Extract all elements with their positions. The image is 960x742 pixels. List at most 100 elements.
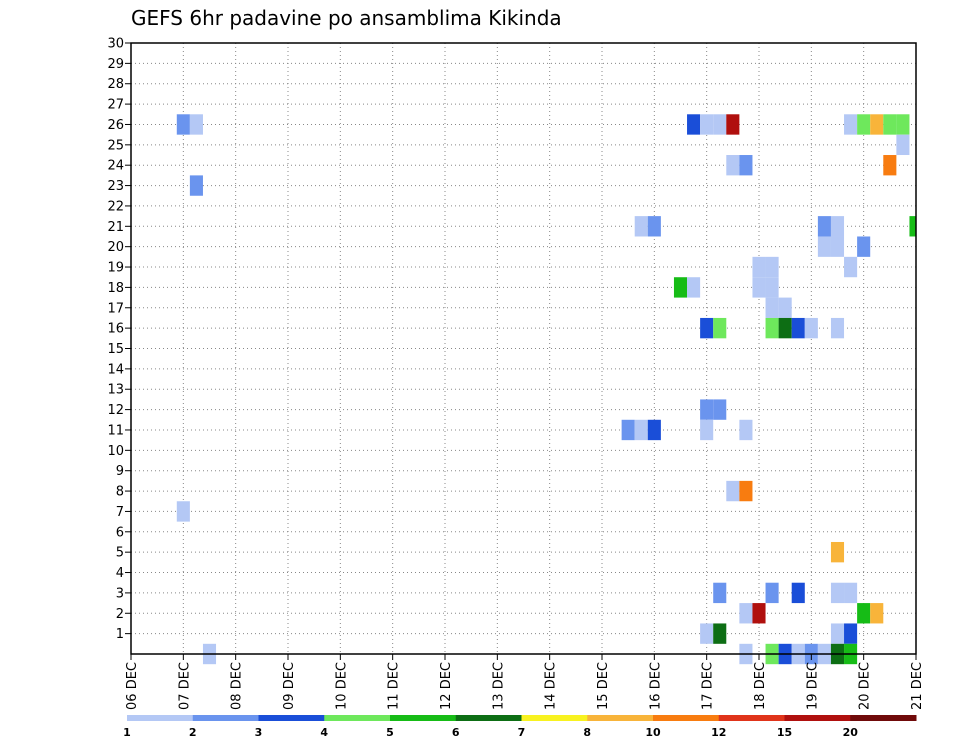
data-cell bbox=[739, 480, 753, 502]
legend-swatch bbox=[521, 715, 588, 721]
data-cell bbox=[896, 134, 910, 156]
data-cell bbox=[909, 216, 916, 237]
legend-swatch bbox=[324, 715, 391, 721]
data-cell bbox=[817, 216, 831, 237]
y-tick-label: 30 bbox=[107, 37, 124, 52]
y-tick-label: 5 bbox=[116, 546, 124, 561]
legend-swatch bbox=[192, 715, 259, 721]
legend-swatch bbox=[784, 715, 851, 721]
data-cell bbox=[634, 216, 648, 237]
data-cell bbox=[726, 114, 740, 135]
y-tick-label: 25 bbox=[107, 138, 124, 153]
data-cell bbox=[844, 623, 858, 644]
y-tick-label: 11 bbox=[107, 423, 124, 438]
data-cell bbox=[176, 114, 190, 135]
x-tick-label: 13 DEC bbox=[491, 662, 506, 710]
legend-label: 5 bbox=[386, 726, 394, 739]
legend-label: 3 bbox=[255, 726, 263, 739]
y-tick-label: 29 bbox=[107, 57, 124, 72]
data-cell bbox=[621, 419, 635, 441]
y-tick-label: 4 bbox=[116, 566, 124, 581]
x-tick-label: 11 DEC bbox=[387, 662, 402, 710]
data-cell bbox=[739, 419, 753, 441]
data-cell bbox=[765, 317, 779, 339]
data-cell bbox=[830, 541, 845, 563]
y-tick-label: 19 bbox=[107, 261, 124, 276]
data-cell bbox=[739, 603, 753, 624]
data-cell bbox=[700, 114, 714, 135]
data-cell bbox=[700, 317, 714, 339]
x-tick-label: 12 DEC bbox=[439, 662, 454, 710]
x-tick-label: 19 DEC bbox=[805, 662, 820, 710]
legend-label: 6 bbox=[452, 726, 460, 739]
y-tick-label: 22 bbox=[107, 199, 124, 214]
data-cell bbox=[830, 582, 845, 604]
x-tick-label: 16 DEC bbox=[648, 662, 663, 710]
data-cell bbox=[634, 419, 648, 441]
data-cell bbox=[844, 582, 858, 604]
y-tick-label: 9 bbox=[116, 464, 124, 479]
legend-label: 1 bbox=[123, 726, 131, 739]
y-tick-label: 28 bbox=[107, 77, 124, 92]
y-tick-label: 13 bbox=[107, 383, 124, 398]
legend-label: 2 bbox=[189, 726, 197, 739]
legend-swatch bbox=[718, 715, 785, 721]
data-cell bbox=[830, 216, 845, 237]
data-cell bbox=[778, 297, 792, 318]
y-axis-ticks: 1234567891011121314151617181920212223242… bbox=[107, 37, 131, 642]
data-cell bbox=[647, 419, 661, 441]
data-cell bbox=[765, 582, 779, 604]
y-tick-label: 15 bbox=[107, 342, 124, 357]
y-tick-label: 3 bbox=[116, 586, 124, 601]
y-tick-label: 24 bbox=[107, 159, 124, 174]
y-tick-label: 20 bbox=[107, 240, 124, 255]
data-cell bbox=[189, 175, 203, 196]
legend-label: 15 bbox=[777, 726, 792, 739]
data-cell bbox=[673, 277, 688, 298]
data-cell bbox=[830, 317, 845, 339]
y-tick-label: 18 bbox=[107, 281, 124, 296]
data-cell bbox=[765, 277, 779, 298]
data-cell bbox=[830, 623, 845, 644]
data-cell bbox=[883, 114, 897, 135]
legend-label: 20 bbox=[843, 726, 859, 739]
data-cell bbox=[752, 603, 766, 624]
y-tick-label: 23 bbox=[107, 179, 124, 194]
data-cell bbox=[870, 603, 884, 624]
data-cell bbox=[857, 603, 871, 624]
legend-label: 7 bbox=[518, 726, 526, 739]
legend-swatch bbox=[653, 715, 720, 721]
data-cell bbox=[713, 582, 727, 604]
legend-label: 12 bbox=[711, 726, 726, 739]
data-cell bbox=[765, 256, 779, 278]
data-cell bbox=[713, 114, 727, 135]
y-tick-label: 10 bbox=[107, 444, 124, 459]
data-cell bbox=[189, 114, 203, 135]
data-cell bbox=[700, 399, 714, 420]
data-cell bbox=[687, 114, 701, 135]
data-cell bbox=[804, 317, 818, 339]
data-cell bbox=[700, 419, 714, 441]
ensemble-cells bbox=[176, 114, 916, 665]
legend-swatch bbox=[258, 715, 325, 721]
y-tick-label: 26 bbox=[107, 118, 124, 133]
data-cell bbox=[726, 480, 740, 502]
color-legend: 1 2 3 4 5 6 7 8 10 12 15 20 bbox=[123, 715, 917, 739]
y-tick-label: 2 bbox=[116, 607, 124, 622]
data-cell bbox=[830, 236, 845, 257]
y-tick-label: 27 bbox=[107, 98, 124, 113]
legend-swatch bbox=[455, 715, 522, 721]
data-cell bbox=[883, 155, 897, 176]
data-cell bbox=[713, 399, 727, 420]
data-cell bbox=[687, 277, 701, 298]
chart-title: GEFS 6hr padavine po ansamblima Kikinda bbox=[131, 6, 562, 30]
data-cell bbox=[791, 317, 805, 339]
data-cell bbox=[726, 155, 740, 176]
y-tick-label: 12 bbox=[107, 403, 124, 418]
data-cell bbox=[778, 317, 792, 339]
data-cell bbox=[857, 114, 871, 135]
x-tick-label: 07 DEC bbox=[177, 662, 192, 710]
data-cell bbox=[752, 277, 766, 298]
y-tick-label: 8 bbox=[116, 485, 124, 500]
